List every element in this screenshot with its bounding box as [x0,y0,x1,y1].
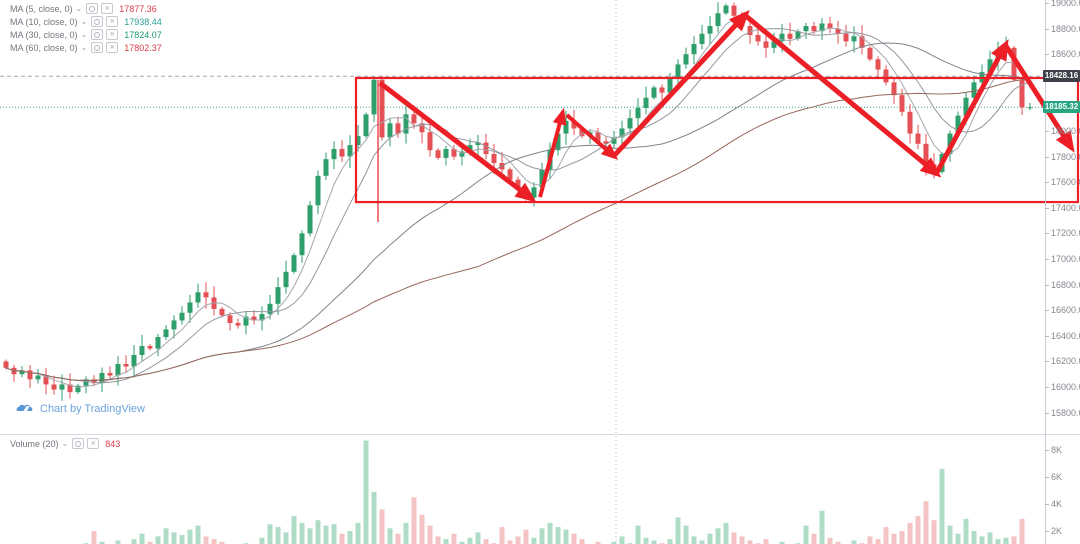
ma-lines [5,16,1031,388]
tradingview-logo-icon [16,404,33,411]
attribution-text: Chart by TradingView [40,403,145,415]
visibility-icon[interactable] [91,42,104,53]
price-axis-label: 16000.00 [1045,382,1080,392]
price-axis-label: 17800.00 [1045,152,1080,162]
visibility-icon[interactable] [91,16,104,27]
price-axis-label: 16600.00 [1045,305,1080,315]
ma-legend-row[interactable]: MA (10, close, 0) ⌄ ✕ 17938.44 [10,15,162,28]
price-axis-label: 17200.00 [1045,228,1080,238]
chevron-down-icon: ⌄ [80,29,88,39]
eye-glyph [89,5,96,12]
eye-glyph [94,44,101,51]
eye-glyph [94,31,101,38]
annotation-rectangle [354,76,1080,204]
candlesticks [3,2,1033,401]
close-icon[interactable]: ✕ [106,42,119,53]
annotation-arrow [612,9,750,157]
annotation-arrow [1003,44,1075,153]
volume-legend[interactable]: Volume (20) ⌄ ✕ 843 [10,437,120,450]
visibility-icon[interactable] [91,29,104,40]
tradingview-attribution-link[interactable]: Chart by TradingView [16,403,145,415]
volume-bars [83,440,1025,544]
price-axis-label: 16800.00 [1045,280,1080,290]
close-icon[interactable]: ✕ [106,29,119,40]
price-axis-label: 15800.00 [1045,408,1080,418]
annotation-arrow [744,14,942,178]
ma-legend-label: MA (5, close, 0) [10,3,73,14]
price-scale-border [1045,0,1046,544]
close-icon[interactable]: ✕ [101,3,114,14]
visibility-icon[interactable] [86,3,99,14]
annotation-arrow [538,107,567,198]
price-axis-label: 19000.00 [1045,0,1080,8]
price-axis-label: 18000.00 [1045,126,1080,136]
chevron-down-icon: ⌄ [61,438,69,448]
ma-legend-row[interactable]: MA (60, close, 0) ⌄ ✕ 17802.37 [10,41,162,54]
close-icon[interactable]: ✕ [106,16,119,27]
visibility-icon[interactable] [72,438,85,449]
chevron-down-icon: ⌄ [80,16,88,26]
price-axis[interactable]: 18428.16 18185.32 19000.00 18800.00 18600.… [1043,0,1080,544]
price-axis-label: 18800.00 [1045,24,1080,34]
ma-legend-label: MA (10, close, 0) [10,16,78,27]
volume-value: 843 [105,438,121,449]
close-icon[interactable]: ✕ [87,438,100,449]
last-price-badge: 18185.32 [1043,101,1080,114]
price-axis-label: 18600.00 [1045,49,1080,59]
annotation-arrow [934,39,1009,174]
ma-legend-value: 17877.36 [119,3,157,14]
volume-legend-label: Volume (20) [10,438,59,449]
ma-legend-row[interactable]: MA (30, close, 0) ⌄ ✕ 17824.07 [10,28,162,41]
eye-glyph [94,18,101,25]
eye-glyph [75,440,82,447]
ma-legend-row[interactable]: MA (5, close, 0) ⌄ ✕ 17877.36 [10,2,162,15]
chevron-down-icon: ⌄ [80,42,88,52]
ma-legend-value: 17824.07 [124,29,162,40]
price-axis-label: 17400.00 [1045,203,1080,213]
annotation-arrow [378,81,537,203]
volume-axis-label: 6K [1044,472,1063,482]
volume-axis-label: 4K [1044,499,1063,509]
volume-axis-label: 8K [1044,445,1063,455]
ma-legend: MA (5, close, 0) ⌄ ✕ 17877.36 MA (10, close,… [10,2,162,54]
level-price-badge: 18428.16 [1043,70,1080,83]
ma-legend-value: 17802.37 [124,42,162,53]
pane-divider[interactable] [0,434,1080,435]
analyst-annotations[interactable] [354,9,1080,223]
ma-legend-value: 17938.44 [124,16,162,27]
price-axis-label: 16200.00 [1045,356,1080,366]
volume-axis-label: 2K [1044,526,1063,536]
chevron-down-icon: ⌄ [75,3,83,13]
price-axis-label: 17600.00 [1045,177,1080,187]
ma-legend-label: MA (30, close, 0) [10,29,78,40]
price-axis-label: 16400.00 [1045,331,1080,341]
annotation-arrow [565,113,619,160]
ma-legend-label: MA (60, close, 0) [10,42,78,53]
price-axis-label: 17000.00 [1045,254,1080,264]
